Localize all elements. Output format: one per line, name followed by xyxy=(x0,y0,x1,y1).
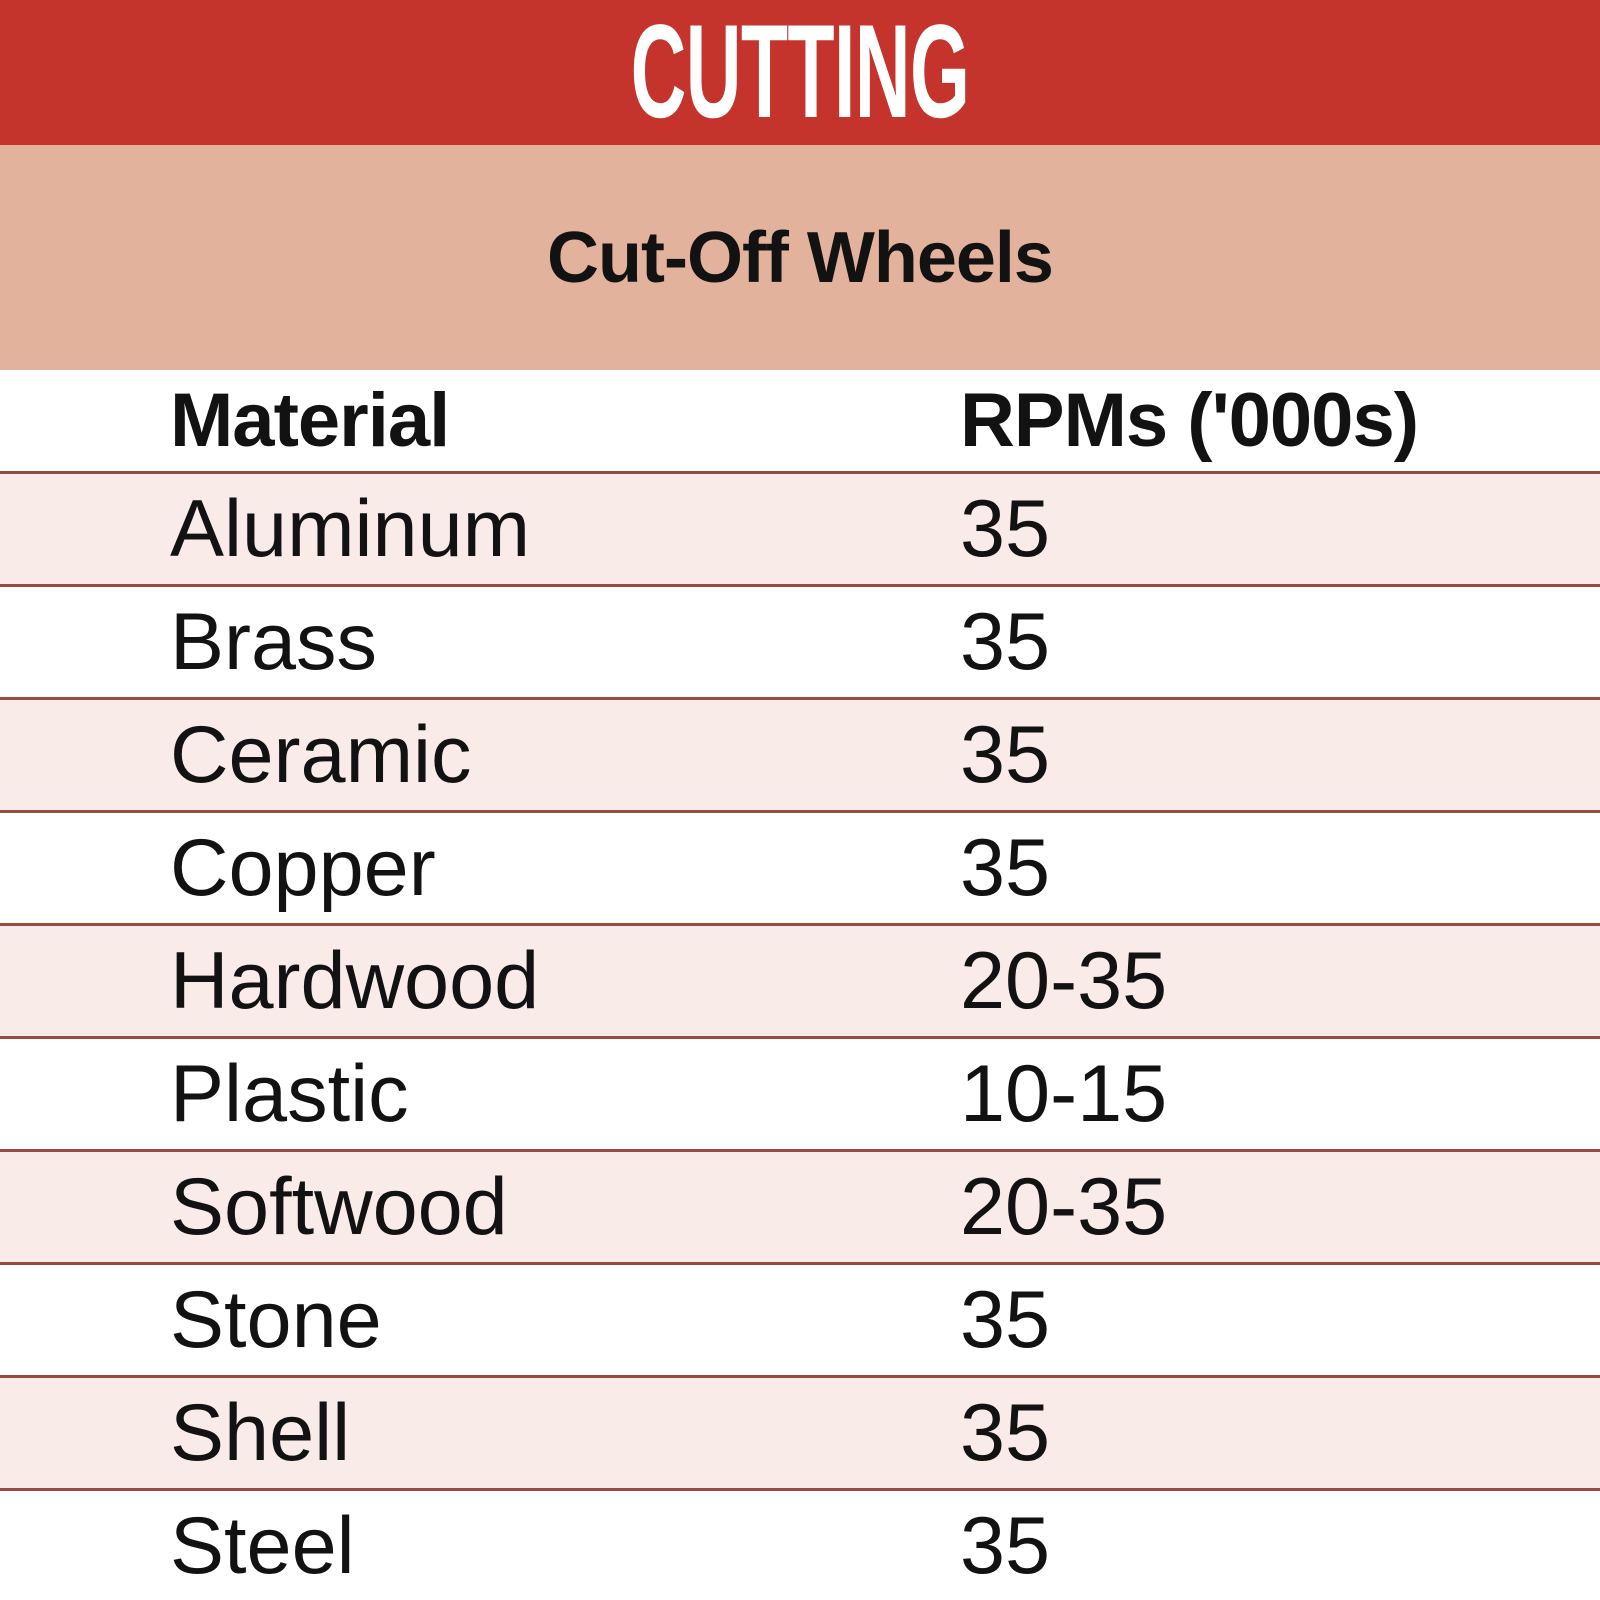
table-row-brass: Brass 35 xyxy=(0,584,1600,697)
section-banner: CUTTING xyxy=(0,0,1600,145)
subsection-banner: Cut-Off Wheels xyxy=(0,145,1600,370)
table-row-softwood: Softwood 20-35 xyxy=(0,1149,1600,1262)
rpm-cell: 35 xyxy=(960,1500,1051,1591)
rpm-cell: 20-35 xyxy=(960,935,1168,1026)
rpm-cell: 20-35 xyxy=(960,1161,1168,1252)
rpm-cell: 35 xyxy=(960,483,1051,574)
material-cell: Hardwood xyxy=(170,935,540,1026)
material-cell: Aluminum xyxy=(170,483,531,574)
rpm-table: Material RPMs ('000s) Aluminum 35 Brass … xyxy=(0,370,1600,1600)
table-row-aluminum: Aluminum 35 xyxy=(0,471,1600,584)
table-row-plastic: Plastic 10-15 xyxy=(0,1036,1600,1149)
material-cell: Softwood xyxy=(170,1161,508,1252)
rpm-cell: 10-15 xyxy=(960,1048,1168,1139)
section-title: CUTTING xyxy=(630,0,970,146)
table-row-copper: Copper 35 xyxy=(0,810,1600,923)
rpm-cell: 35 xyxy=(960,596,1051,687)
table-row-ceramic: Ceramic 35 xyxy=(0,697,1600,810)
subsection-title: Cut-Off Wheels xyxy=(547,217,1054,298)
material-cell: Shell xyxy=(170,1387,351,1478)
material-cell: Brass xyxy=(170,596,378,687)
table-header-row: Material RPMs ('000s) xyxy=(0,370,1600,471)
column-header-rpms: RPMs ('000s) xyxy=(960,378,1419,463)
rpm-cell: 35 xyxy=(960,709,1051,800)
material-cell: Ceramic xyxy=(170,709,472,800)
rpm-cell: 35 xyxy=(960,1387,1051,1478)
column-header-material: Material xyxy=(170,378,450,463)
rpm-cell: 35 xyxy=(960,1274,1051,1365)
table-row-stone: Stone 35 xyxy=(0,1262,1600,1375)
material-cell: Steel xyxy=(170,1500,355,1591)
rpm-cell: 35 xyxy=(960,822,1051,913)
material-cell: Stone xyxy=(170,1274,382,1365)
table-row-hardwood: Hardwood 20-35 xyxy=(0,923,1600,1036)
material-cell: Copper xyxy=(170,822,436,913)
table-row-shell: Shell 35 xyxy=(0,1375,1600,1488)
material-cell: Plastic xyxy=(170,1048,409,1139)
table-row-steel: Steel 35 xyxy=(0,1488,1600,1600)
